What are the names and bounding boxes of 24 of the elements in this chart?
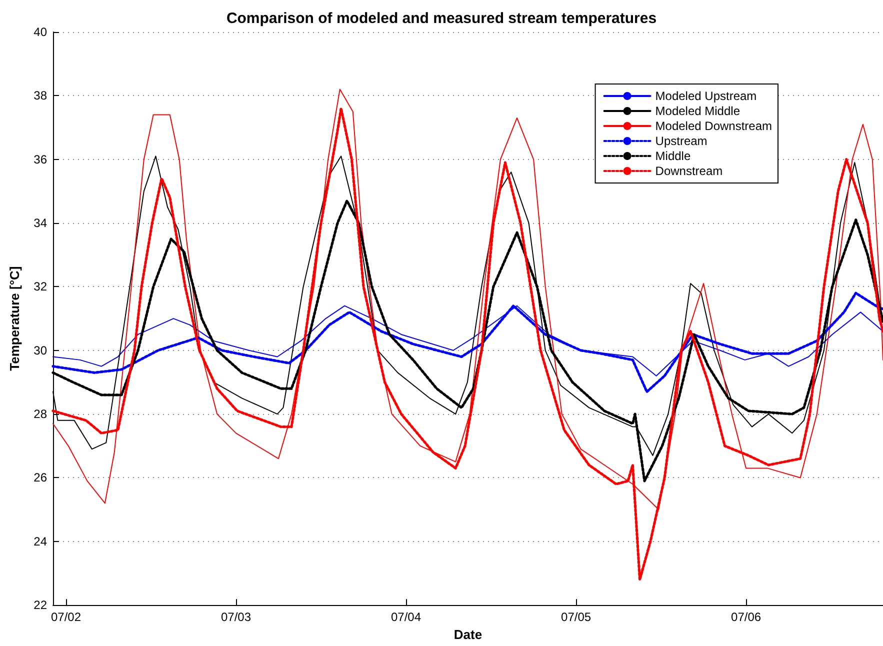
x-tick-label: 07/04 xyxy=(391,610,422,624)
y-tick-label: 36 xyxy=(34,152,48,166)
legend-label: Downstream xyxy=(655,164,723,178)
y-tick-label: 22 xyxy=(34,598,48,612)
legend-label: Middle xyxy=(655,149,691,163)
chart-title: Comparison of modeled and measured stream temperatures xyxy=(226,10,657,27)
y-tick-label: 38 xyxy=(34,88,48,103)
y-tick-label: 34 xyxy=(34,216,48,230)
x-axis-title: Date xyxy=(454,627,482,642)
y-tick-label: 32 xyxy=(34,280,48,294)
y-tick-label: 30 xyxy=(34,343,48,358)
legend-label: Modeled Upstream xyxy=(655,89,757,103)
x-tick-label: 07/06 xyxy=(731,610,762,624)
y-tick-label: 24 xyxy=(34,534,48,548)
y-axis-title: Temperature [°C] xyxy=(7,266,22,371)
y-tick-label: 40 xyxy=(34,25,48,39)
legend-label: Upstream xyxy=(655,134,708,148)
x-tick-label: 07/02 xyxy=(50,610,82,624)
y-tick-label: 28 xyxy=(34,407,48,422)
x-tick-label: 07/05 xyxy=(561,610,592,624)
legend-label: Modeled Middle xyxy=(655,104,740,118)
y-tick-label: 26 xyxy=(34,470,48,485)
x-tick-label: 07/03 xyxy=(220,610,252,624)
legend-label: Modeled Downstream xyxy=(655,119,772,133)
